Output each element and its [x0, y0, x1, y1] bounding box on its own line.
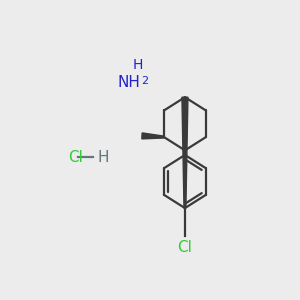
- Text: H: H: [132, 58, 143, 72]
- Polygon shape: [182, 97, 188, 208]
- Text: NH: NH: [117, 75, 140, 90]
- Text: Cl: Cl: [68, 150, 83, 165]
- Polygon shape: [142, 133, 164, 139]
- Text: H: H: [97, 150, 109, 165]
- Text: 2: 2: [141, 76, 148, 86]
- Text: Cl: Cl: [178, 240, 192, 255]
